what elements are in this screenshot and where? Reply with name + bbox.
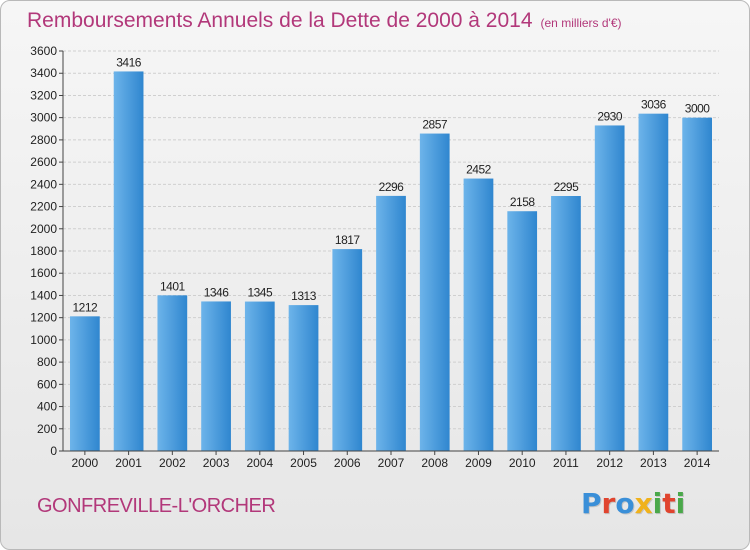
value-label-2001: 3416 xyxy=(116,55,142,69)
value-label-2008: 2857 xyxy=(422,118,448,132)
x-tick-label-2014: 2014 xyxy=(684,456,711,470)
y-tick-label: 2800 xyxy=(30,133,57,147)
x-tick-label-2003: 2003 xyxy=(203,456,230,470)
value-label-2005: 1313 xyxy=(291,289,317,303)
y-tick-label: 3600 xyxy=(30,44,57,58)
x-tick-label-2000: 2000 xyxy=(72,456,99,470)
x-tick-label-2008: 2008 xyxy=(421,456,448,470)
bar-2008 xyxy=(419,133,450,452)
commune-name: GONFREVILLE-L'ORCHER xyxy=(37,495,276,517)
logo-letter: r xyxy=(601,487,616,520)
bar-2002 xyxy=(157,295,188,451)
value-label-2007: 2296 xyxy=(379,180,405,194)
bar-2014 xyxy=(682,117,713,452)
bar-2010 xyxy=(507,211,538,451)
y-tick-label: 0 xyxy=(50,444,57,458)
x-tick-label-2006: 2006 xyxy=(334,456,361,470)
bar-2005 xyxy=(288,305,319,451)
bar-2012 xyxy=(594,125,625,451)
x-tick-label-2005: 2005 xyxy=(290,456,317,470)
x-tick-label-2010: 2010 xyxy=(509,456,536,470)
bar-2003 xyxy=(201,301,231,451)
logo-letter: t xyxy=(662,487,676,520)
value-label-2002: 1401 xyxy=(160,279,186,293)
y-tick-label: 1800 xyxy=(30,244,57,258)
value-label-2014: 3000 xyxy=(685,102,711,116)
y-tick-label: 3400 xyxy=(30,66,57,80)
bar-2013 xyxy=(638,113,669,452)
y-tick-label: 800 xyxy=(37,355,57,369)
x-tick-label-2013: 2013 xyxy=(640,456,667,470)
axes xyxy=(59,50,719,455)
value-label-2013: 3036 xyxy=(641,98,667,112)
y-tick-label: 600 xyxy=(37,377,57,391)
chart-title-text: Remboursements Annuels de la Dette de 20… xyxy=(27,9,533,32)
value-label-2010: 2158 xyxy=(510,195,536,209)
bar-2001 xyxy=(113,71,144,451)
x-tick-label-2007: 2007 xyxy=(378,456,405,470)
bar-2007 xyxy=(376,195,406,451)
value-label-2011: 2295 xyxy=(554,180,580,194)
value-label-2006: 1817 xyxy=(335,233,361,247)
y-tick-label: 1000 xyxy=(30,333,57,347)
logo-letter: i xyxy=(652,487,663,520)
logo-letter: x xyxy=(634,487,653,520)
x-tick-label-2002: 2002 xyxy=(159,456,186,470)
y-tick-label: 1400 xyxy=(30,288,57,302)
bar-2006 xyxy=(332,249,363,451)
bar-2004 xyxy=(244,301,275,451)
x-tick-label-2009: 2009 xyxy=(465,456,492,470)
y-tick-label: 3200 xyxy=(30,88,57,102)
y-tick-label: 2200 xyxy=(30,200,57,214)
y-tick-label: 2600 xyxy=(30,155,57,169)
labels: 0 200 400 600 800 1000 1200 1400 1600 1800 2000 220… xyxy=(30,44,711,470)
x-tick-label-2001: 2001 xyxy=(115,456,142,470)
y-tick-label: 200 xyxy=(37,422,57,436)
y-tick-label: 2000 xyxy=(30,222,57,236)
chart-unit: (en milliers d'€) xyxy=(540,16,622,30)
logo-letter: i xyxy=(675,487,686,520)
value-label-2000: 1212 xyxy=(73,300,99,314)
y-tick-label: 1600 xyxy=(30,266,57,280)
logo-letter: P xyxy=(581,487,602,520)
value-label-2009: 2452 xyxy=(466,163,492,177)
y-tick-label: 400 xyxy=(37,400,57,414)
bars xyxy=(69,71,713,452)
bar-2000 xyxy=(69,316,100,451)
value-label-2004: 1345 xyxy=(247,286,273,300)
x-tick-label-2011: 2011 xyxy=(553,456,579,470)
y-tick-label: 2400 xyxy=(30,177,57,191)
bar-2011 xyxy=(551,196,581,451)
bar-2009 xyxy=(463,178,494,452)
logo-letter: o xyxy=(615,487,635,520)
x-tick-label-2004: 2004 xyxy=(246,456,273,470)
proxiti-logo[interactable]: Proxiti xyxy=(581,487,685,520)
chart-title: Remboursements Annuels de la Dette de 20… xyxy=(27,9,622,33)
value-label-2003: 1346 xyxy=(204,285,230,299)
x-tick-label-2012: 2012 xyxy=(596,456,623,470)
y-tick-label: 1200 xyxy=(30,311,57,325)
value-label-2012: 2930 xyxy=(597,109,623,123)
y-tick-label: 3000 xyxy=(30,111,57,125)
